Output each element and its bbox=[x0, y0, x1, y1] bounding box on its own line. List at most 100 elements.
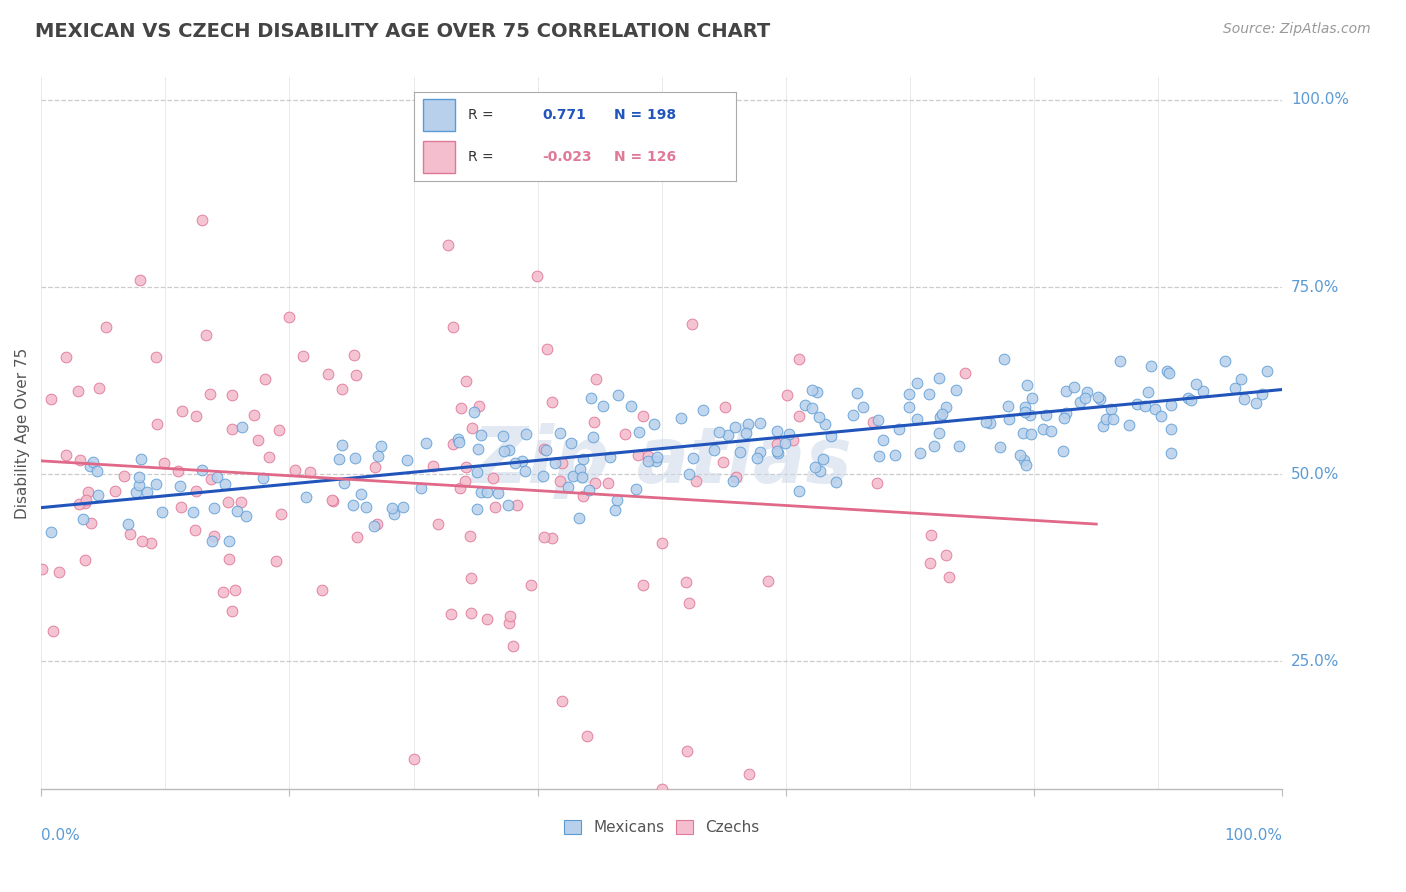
Point bbox=[447, 435, 470, 450]
Point bbox=[1099, 402, 1122, 417]
Point bbox=[257, 450, 280, 465]
Point bbox=[299, 465, 322, 479]
Point bbox=[129, 452, 152, 467]
Point bbox=[191, 212, 214, 227]
Point bbox=[645, 453, 668, 467]
Point bbox=[1052, 443, 1074, 458]
Point bbox=[441, 319, 464, 334]
Point bbox=[382, 507, 405, 521]
Point bbox=[94, 320, 117, 334]
Point bbox=[1184, 377, 1206, 392]
Point bbox=[498, 616, 520, 631]
Point bbox=[218, 552, 240, 566]
Point bbox=[1018, 408, 1040, 422]
Point bbox=[918, 387, 941, 401]
Point bbox=[463, 405, 485, 419]
Point bbox=[221, 422, 243, 436]
Point bbox=[868, 449, 890, 463]
Point bbox=[503, 456, 526, 470]
Point bbox=[765, 437, 787, 451]
Point bbox=[125, 484, 148, 499]
Point bbox=[395, 452, 418, 467]
Point bbox=[1069, 395, 1091, 409]
Point bbox=[997, 400, 1019, 414]
Point bbox=[217, 495, 239, 509]
Point bbox=[990, 440, 1012, 454]
Point bbox=[1014, 400, 1036, 414]
Point bbox=[1233, 392, 1256, 407]
Point bbox=[492, 444, 515, 458]
Text: 100.0%: 100.0% bbox=[1225, 828, 1282, 843]
Point bbox=[569, 462, 592, 476]
Point bbox=[1213, 354, 1236, 368]
Text: Zip atlas: Zip atlas bbox=[471, 424, 852, 500]
Point bbox=[447, 432, 470, 446]
Point bbox=[55, 448, 77, 462]
Point bbox=[87, 488, 110, 502]
Point bbox=[278, 310, 301, 324]
Point bbox=[935, 400, 957, 414]
Point bbox=[918, 556, 941, 570]
Point bbox=[842, 408, 865, 422]
Point bbox=[868, 413, 890, 427]
Point bbox=[643, 417, 665, 431]
Point bbox=[1256, 364, 1278, 378]
Point bbox=[436, 238, 458, 252]
Point bbox=[1091, 418, 1114, 433]
Point bbox=[499, 608, 522, 623]
Point bbox=[887, 422, 910, 436]
Point bbox=[343, 451, 366, 466]
Point bbox=[814, 417, 837, 432]
Point bbox=[945, 383, 967, 397]
Point bbox=[201, 534, 224, 549]
Point bbox=[295, 490, 318, 504]
Point bbox=[562, 469, 585, 483]
Point bbox=[1135, 399, 1157, 413]
Point bbox=[928, 409, 950, 424]
Point bbox=[482, 470, 505, 484]
Point bbox=[475, 485, 498, 500]
Point bbox=[252, 470, 274, 484]
Point bbox=[713, 401, 735, 415]
Point bbox=[548, 474, 571, 488]
Point bbox=[550, 694, 572, 708]
Point bbox=[502, 639, 524, 653]
Point bbox=[579, 391, 602, 405]
Point bbox=[787, 409, 810, 424]
Point bbox=[922, 439, 945, 453]
Point bbox=[766, 443, 789, 458]
Point bbox=[270, 507, 292, 521]
Point bbox=[811, 452, 834, 467]
Point bbox=[1088, 392, 1111, 406]
Point bbox=[475, 612, 498, 626]
Point bbox=[311, 583, 333, 598]
Point bbox=[79, 458, 101, 473]
Point bbox=[787, 484, 810, 499]
Point bbox=[1126, 397, 1149, 411]
Point bbox=[738, 766, 761, 780]
Point bbox=[1014, 405, 1036, 419]
Point bbox=[42, 624, 65, 639]
Point bbox=[367, 449, 389, 463]
Point bbox=[682, 450, 704, 465]
Point bbox=[807, 410, 830, 425]
Point bbox=[637, 450, 659, 464]
Point bbox=[441, 436, 464, 450]
Point bbox=[449, 481, 471, 495]
Point bbox=[568, 511, 591, 525]
Point bbox=[513, 463, 536, 477]
Point bbox=[333, 475, 356, 490]
Point bbox=[938, 570, 960, 584]
Point bbox=[409, 481, 432, 495]
Point bbox=[202, 501, 225, 516]
Point bbox=[366, 516, 388, 531]
Point bbox=[316, 368, 339, 382]
Point bbox=[467, 501, 489, 516]
Point bbox=[707, 425, 730, 439]
Point bbox=[450, 401, 472, 416]
Point bbox=[1101, 411, 1123, 425]
Point bbox=[716, 428, 738, 442]
Point bbox=[789, 352, 811, 367]
Point bbox=[671, 411, 693, 425]
Point bbox=[468, 400, 491, 414]
